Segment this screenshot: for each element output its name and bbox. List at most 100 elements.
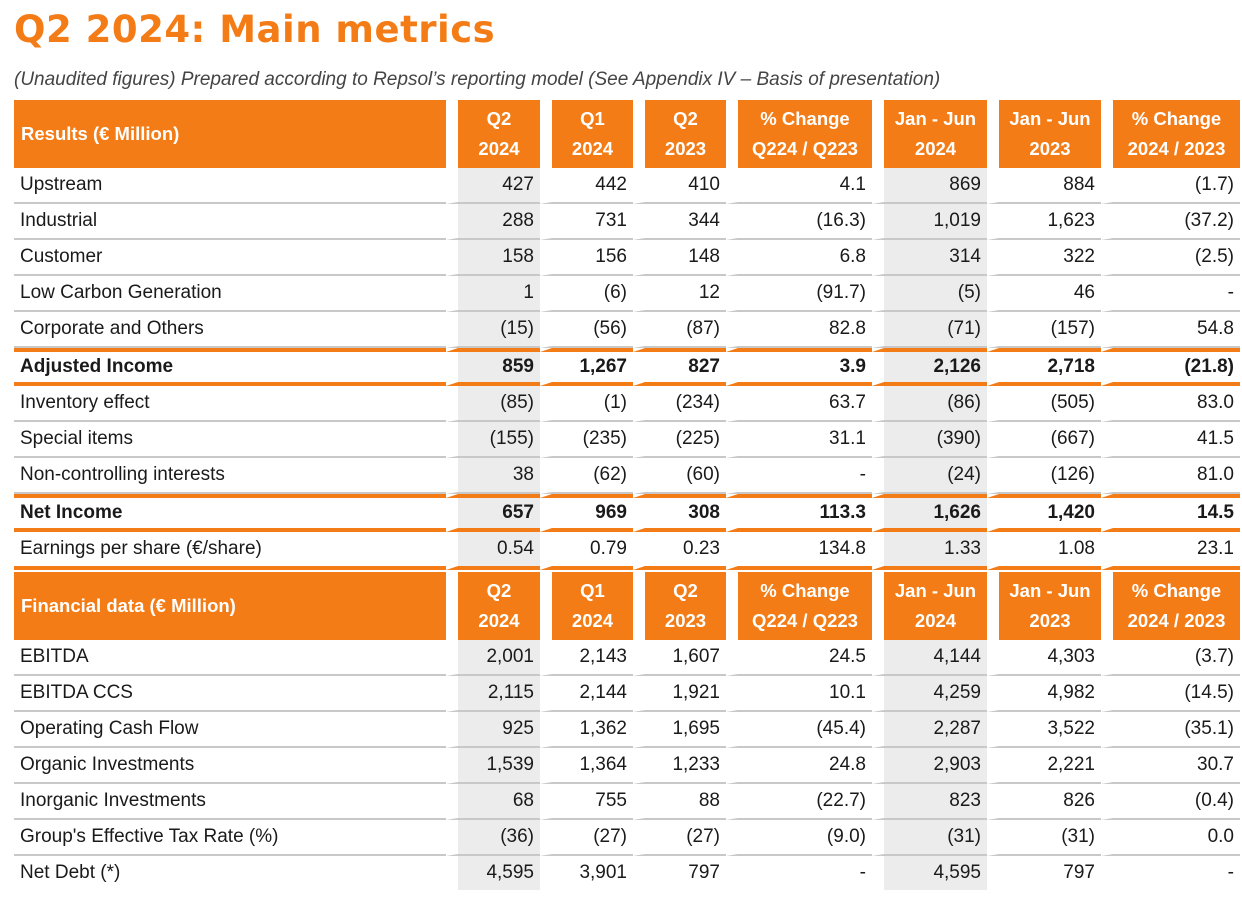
table-cell: 1,019 bbox=[872, 204, 987, 240]
table-cell: 134.8 bbox=[726, 532, 872, 570]
table-cell: 2,001 bbox=[446, 640, 540, 676]
eps-row: Earnings per share (€/share) 0.54 0.79 0.23… bbox=[14, 532, 1240, 570]
table-cell: 54.8 bbox=[1101, 312, 1240, 348]
table-cell: 148 bbox=[633, 240, 726, 276]
row-label: EBITDA bbox=[14, 640, 446, 676]
table-cell: 427 bbox=[446, 168, 540, 204]
table-cell: 1.33 bbox=[872, 532, 987, 570]
table-cell: (1) bbox=[540, 386, 633, 422]
section-divider bbox=[14, 348, 1240, 352]
table-cell: 869 bbox=[872, 168, 987, 204]
table-cell: - bbox=[726, 856, 872, 890]
column-header-line2: 2024 bbox=[914, 610, 957, 631]
table-cell: 14.5 bbox=[1101, 498, 1240, 532]
table-row: Low Carbon Generation 1 (6) 12 (91.7) (5) 46- bbox=[14, 276, 1240, 312]
table-cell: 23.1 bbox=[1101, 532, 1240, 570]
table-cell: 88 bbox=[633, 784, 726, 820]
table-cell: 4,595 bbox=[446, 856, 540, 890]
table-cell: 925 bbox=[446, 712, 540, 748]
table-cell: 2,144 bbox=[540, 676, 633, 712]
table-cell: 41.5 bbox=[1101, 422, 1240, 458]
table-cell: 1,626 bbox=[872, 498, 987, 532]
column-header: Jan - Jun 2024 bbox=[872, 570, 987, 640]
table-cell: 82.8 bbox=[726, 312, 872, 348]
table-cell: (155) bbox=[446, 422, 540, 458]
table-cell: 2,143 bbox=[540, 640, 633, 676]
table-row: Inorganic Investments 68 755 88 (22.7) 823 826… bbox=[14, 784, 1240, 820]
row-label: Special items bbox=[14, 422, 446, 458]
table-cell: (21.8) bbox=[1101, 352, 1240, 386]
table-cell: 1,695 bbox=[633, 712, 726, 748]
column-header-line2: 2023 bbox=[664, 610, 707, 631]
column-header-line2: 2024 bbox=[914, 138, 957, 159]
table-cell: 3,901 bbox=[540, 856, 633, 890]
column-header-line2: 2024 / 2023 bbox=[1127, 610, 1226, 631]
row-label: Inventory effect bbox=[14, 386, 446, 422]
table-cell: (71) bbox=[872, 312, 987, 348]
column-header-line1: Q2 bbox=[486, 108, 512, 129]
table-row: Organic Investments 1,539 1,364 1,233 24.8 2,… bbox=[14, 748, 1240, 784]
table-cell: 156 bbox=[540, 240, 633, 276]
table-cell: (16.3) bbox=[726, 204, 872, 240]
table-cell: 2,718 bbox=[987, 352, 1101, 386]
table-row: Inventory effect (85) (1) (234) 63.7 (86) (505… bbox=[14, 386, 1240, 422]
table-cell: 68 bbox=[446, 784, 540, 820]
table-row: Operating Cash Flow 925 1,362 1,695 (45.4) 2,… bbox=[14, 712, 1240, 748]
column-header-line1: Jan - Jun bbox=[1009, 108, 1091, 129]
table-cell: (31) bbox=[987, 820, 1101, 856]
row-label: Net Income bbox=[14, 498, 446, 532]
table-row: Non-controlling interests 38 (62) (60) - (24)… bbox=[14, 458, 1240, 494]
table-row: EBITDA CCS 2,115 2,144 1,921 10.1 4,259 4,982(… bbox=[14, 676, 1240, 712]
table-cell: 442 bbox=[540, 168, 633, 204]
table-cell: (14.5) bbox=[1101, 676, 1240, 712]
table-row: EBITDA 2,001 2,143 1,607 24.5 4,144 4,303 (3.7) bbox=[14, 640, 1240, 676]
table-cell: (85) bbox=[446, 386, 540, 422]
column-header: % Change Q224 / Q223 bbox=[726, 98, 872, 168]
row-label: Low Carbon Generation bbox=[14, 276, 446, 312]
column-header: Q2 2023 bbox=[633, 570, 726, 640]
column-header-line2: 2024 bbox=[571, 610, 614, 631]
column-header-line1: Jan - Jun bbox=[1009, 580, 1091, 601]
column-header: Jan - Jun 2024 bbox=[872, 98, 987, 168]
table-row: Customer 158 156 148 6.8 314 322 (2.5) bbox=[14, 240, 1240, 276]
table-cell: 2,221 bbox=[987, 748, 1101, 784]
column-header: Q2 2024 bbox=[446, 98, 540, 168]
table-cell: 2,115 bbox=[446, 676, 540, 712]
table-row: Group's Effective Tax Rate (%) (36) (27) (2… bbox=[14, 820, 1240, 856]
column-header-line2: 2024 bbox=[571, 138, 614, 159]
table-cell: 63.7 bbox=[726, 386, 872, 422]
page-title: Q2 2024: Main metrics bbox=[14, 8, 496, 51]
column-header-line1: Q2 bbox=[486, 580, 512, 601]
metrics-table: Results (€ Million) Q2 2024 Q1 2024 Q2 2023 % C… bbox=[14, 98, 1240, 890]
table-cell: (36) bbox=[446, 820, 540, 856]
table-cell: (27) bbox=[633, 820, 726, 856]
column-header: % Change 2024 / 2023 bbox=[1101, 570, 1240, 640]
table-cell: (60) bbox=[633, 458, 726, 494]
column-header-line1: Q2 bbox=[673, 108, 698, 129]
row-label: Customer bbox=[14, 240, 446, 276]
table-cell: 46 bbox=[987, 276, 1101, 312]
table-cell: (37.2) bbox=[1101, 204, 1240, 240]
table-cell: 24.8 bbox=[726, 748, 872, 784]
table-cell: 2,126 bbox=[872, 352, 987, 386]
table-cell: 1,607 bbox=[633, 640, 726, 676]
table-cell: 1,267 bbox=[540, 352, 633, 386]
table-cell: 3.9 bbox=[726, 352, 872, 386]
table-cell: 410 bbox=[633, 168, 726, 204]
column-header: % Change Q224 / Q223 bbox=[726, 570, 872, 640]
row-label: Organic Investments bbox=[14, 748, 446, 784]
table-cell: (15) bbox=[446, 312, 540, 348]
table-row: Net Debt (*) 4,595 3,901 797-4,595 797- bbox=[14, 856, 1240, 890]
table-cell: 731 bbox=[540, 204, 633, 240]
column-header-line1: % Change bbox=[760, 580, 850, 601]
table-cell: (2.5) bbox=[1101, 240, 1240, 276]
table-cell: (234) bbox=[633, 386, 726, 422]
column-header-line2: 2023 bbox=[664, 138, 707, 159]
row-label: Upstream bbox=[14, 168, 446, 204]
table-cell: 0.0 bbox=[1101, 820, 1240, 856]
table-cell: 797 bbox=[633, 856, 726, 890]
table-cell: 4,259 bbox=[872, 676, 987, 712]
row-label: Net Debt (*) bbox=[20, 862, 121, 883]
row-label: Earnings per share (€/share) bbox=[14, 532, 446, 570]
table-cell: 113.3 bbox=[726, 498, 872, 532]
